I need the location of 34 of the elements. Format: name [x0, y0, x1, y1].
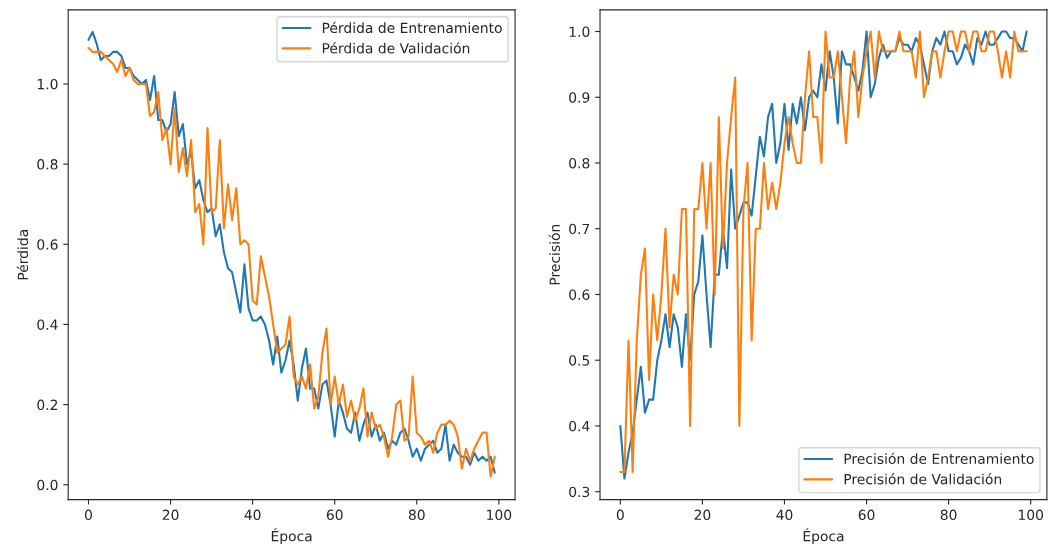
y-tick-label: 0.2 [37, 399, 58, 411]
x-tick-label: 40 [244, 509, 261, 521]
x-tick-label: 0 [84, 509, 92, 521]
y-tick-label: 0.3 [569, 486, 590, 498]
y-tick-label: 0.9 [569, 92, 590, 103]
y-tick-label: 0.4 [569, 420, 590, 432]
y-tick-label: 0.5 [569, 355, 590, 366]
x-tick-label: 80 [408, 509, 425, 521]
x-tick-label: 0 [616, 509, 624, 521]
x-tick-label: 100 [1018, 509, 1044, 521]
y-axis-title: Pérdida [16, 230, 29, 280]
y-tick-label: 1.0 [569, 26, 590, 37]
y-tick-label: 0.0 [37, 479, 58, 491]
x-tick-label: 60 [326, 509, 343, 521]
y-tick-label: 0.4 [37, 319, 58, 330]
x-axis-title: Época [803, 528, 844, 545]
y-tick-label: 1.0 [37, 78, 58, 90]
y-tick-label: 0.8 [569, 157, 590, 169]
legend-label: Precisión de Entrenamiento [844, 452, 1034, 465]
x-tick-label: 40 [776, 509, 793, 521]
legend-label: Precisión de Validación [844, 473, 1002, 485]
y-tick-label: 0.7 [569, 223, 590, 235]
x-axis-title: Época [271, 528, 312, 545]
y-tick-label: 0.6 [37, 239, 58, 250]
x-tick-label: 20 [162, 509, 179, 521]
y-axis-title: Precisión [548, 224, 560, 285]
y-tick-label: 0.6 [569, 289, 590, 300]
x-tick-label: 20 [694, 509, 711, 521]
x-tick-label: 60 [858, 509, 875, 521]
x-tick-label: 100 [487, 509, 512, 521]
y-tick-label: 0.8 [37, 159, 58, 170]
legend-label: Pérdida de Validación [322, 42, 470, 54]
legend-label: Pérdida de Entrenamiento [322, 21, 502, 34]
x-tick-label: 80 [940, 509, 957, 521]
